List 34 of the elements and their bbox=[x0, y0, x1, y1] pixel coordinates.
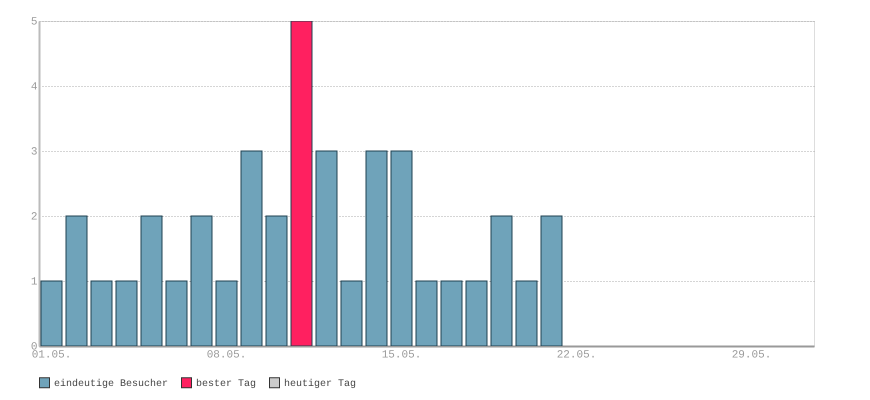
bar bbox=[116, 280, 138, 346]
bar bbox=[216, 280, 238, 346]
x-tick-label: 08.05. bbox=[206, 350, 246, 362]
legend-label: bester Tag bbox=[196, 378, 256, 390]
bar bbox=[266, 216, 288, 346]
bar bbox=[540, 216, 562, 346]
bar bbox=[466, 280, 488, 346]
y-tick-label: 5 bbox=[30, 16, 38, 28]
x-tick-label: 29.05. bbox=[732, 350, 772, 362]
bar bbox=[316, 150, 338, 346]
y-tick-label: 2 bbox=[30, 212, 38, 224]
bar bbox=[140, 216, 162, 346]
x-tick-label: 01.05. bbox=[32, 350, 72, 362]
bar bbox=[290, 21, 312, 346]
bar bbox=[440, 280, 462, 346]
legend-label: eindeutige Besucher bbox=[54, 378, 168, 390]
bar bbox=[90, 280, 112, 346]
bar bbox=[416, 280, 438, 346]
bar bbox=[390, 150, 412, 346]
x-tick-label: 22.05. bbox=[556, 350, 596, 362]
bar bbox=[66, 216, 88, 346]
bar bbox=[240, 150, 262, 346]
bar bbox=[166, 280, 188, 346]
legend-label: heutiger Tag bbox=[284, 378, 356, 390]
bar bbox=[366, 150, 388, 346]
x-tick-label: 15.05. bbox=[382, 350, 422, 362]
bar bbox=[190, 216, 212, 346]
bar bbox=[340, 280, 362, 346]
y-tick-label: 4 bbox=[30, 82, 38, 94]
y-tick-label: 3 bbox=[30, 146, 38, 158]
bar bbox=[490, 216, 512, 346]
bar bbox=[516, 280, 538, 346]
bar bbox=[40, 280, 62, 346]
y-tick-label: 1 bbox=[30, 276, 38, 288]
